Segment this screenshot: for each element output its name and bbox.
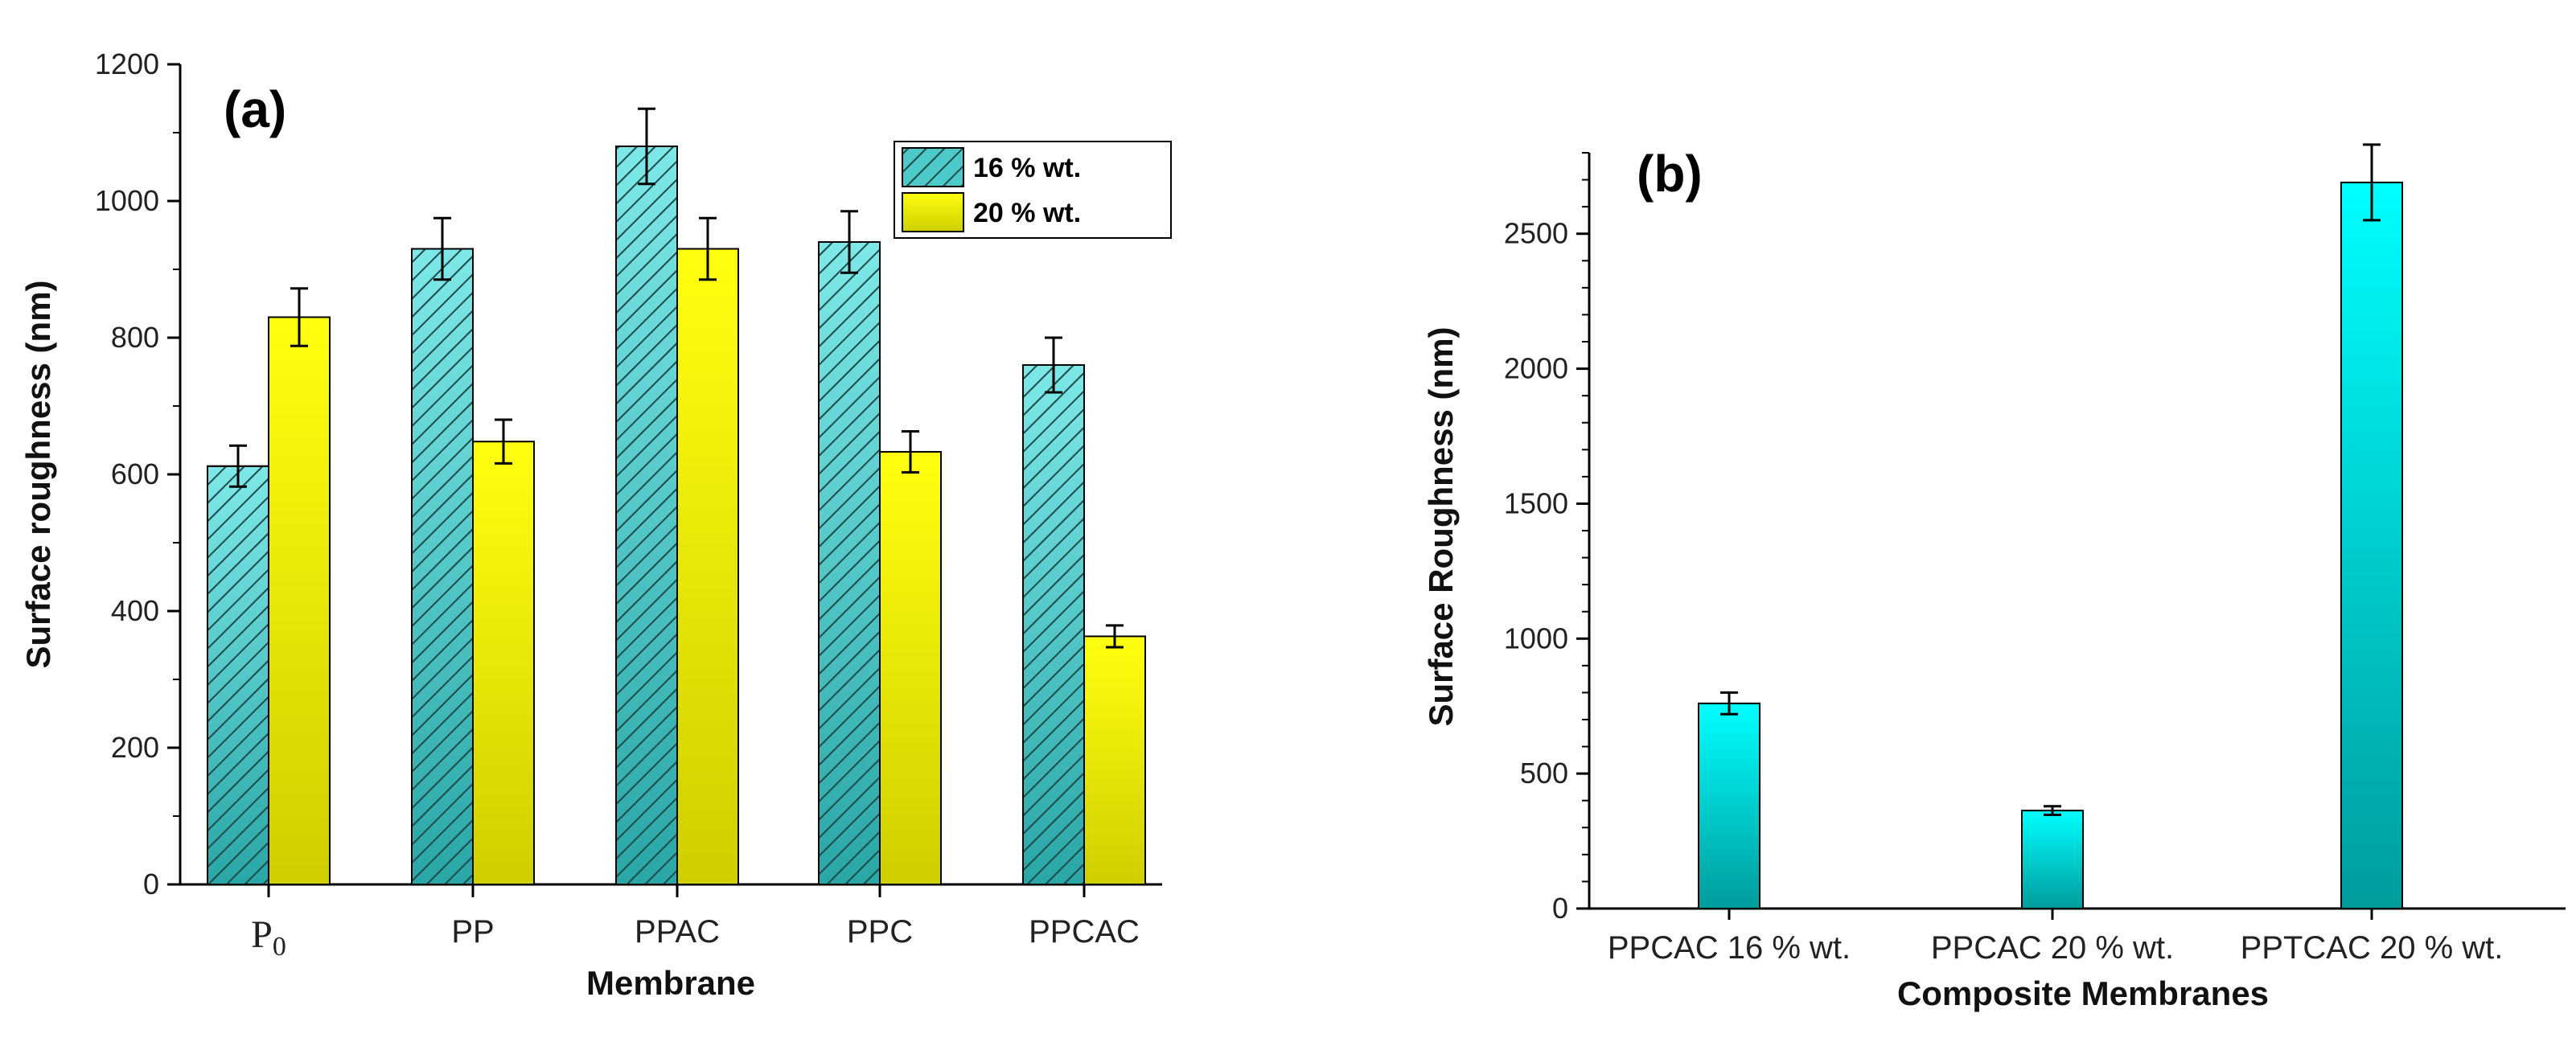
legend-label-20: 20 % wt. <box>973 198 1081 228</box>
bar-16-hatch-P0 <box>207 465 269 885</box>
bar-16-hatch-PPAC <box>615 146 678 885</box>
bar-20-PPCAC <box>1083 635 1146 885</box>
chart-a-x-tick-label: PP <box>451 914 494 950</box>
chart-a-x-tick-label: PPCAC <box>1029 914 1140 950</box>
legend-label-16: 16 % wt. <box>973 153 1081 183</box>
bar-1 <box>2021 810 2084 910</box>
legend-swatch-16-hatch <box>902 147 964 187</box>
chart-b-y-tick-label: 0 <box>1552 892 1568 925</box>
chart-b-x-tick-label: PPCAC 16 % wt. <box>1608 930 1851 966</box>
chart-b-y-tick-label: 1000 <box>1504 622 1568 654</box>
chart-a-x-title: Membrane <box>586 964 755 1002</box>
chart-a-x-tick-label: PPAC <box>635 914 720 950</box>
bar-16-hatch-PP <box>411 248 474 885</box>
bar-0 <box>1698 702 1760 909</box>
chart-a-y-tick-label: 1200 <box>95 47 159 80</box>
chart-a-x-tick-label: P0 <box>251 913 286 962</box>
chart-a-y-tick-label: 0 <box>143 868 159 900</box>
bar-20-PPAC <box>676 248 739 885</box>
chart-b-x-title: Composite Membranes <box>1897 974 2269 1012</box>
chart-a-y-title: Surface roughness (nm) <box>19 280 57 668</box>
bar-2 <box>2340 181 2403 909</box>
bar-20-P0 <box>268 316 331 885</box>
bar-20-PPC <box>879 450 942 885</box>
chart-a-y-tick-label: 400 <box>111 594 159 627</box>
chart-b-y-title: Surface Roughness (nm) <box>1422 326 1460 726</box>
chart-a: 0 200 400 600 800 1000 1200 P0 PP PPAC PPC PPCAC (… <box>19 47 1172 1002</box>
chart-b-y-tick-label: 2000 <box>1504 352 1568 385</box>
chart-b-y-tick-label: 2500 <box>1504 217 1568 250</box>
chart-a-y-tick-label: 800 <box>111 321 159 354</box>
bar-20-PP <box>472 441 535 885</box>
chart-a-legend: 16 % wt. 20 % wt. <box>894 141 1172 239</box>
chart-a-y-tick-label: 1000 <box>95 184 159 217</box>
chart-b-y-tick-label: 1500 <box>1504 486 1568 519</box>
chart-b-panel-label: (b) <box>1637 145 1703 203</box>
chart-b-x-tick-label: PPCAC 20 % wt. <box>1931 930 2174 966</box>
chart-a-y-tick-label: 200 <box>111 731 159 764</box>
chart-a-y-tick-label: 600 <box>111 457 159 490</box>
bar-16-hatch-PPC <box>818 241 881 885</box>
bar-16-hatch-PPCAC <box>1022 364 1085 885</box>
chart-b-y-tick-label: 500 <box>1520 757 1568 790</box>
chart-b-x-tick-label: PPTCAC 20 % wt. <box>2241 930 2504 966</box>
chart-a-x-tick-label: PPC <box>847 914 913 950</box>
legend-swatch-20 <box>902 192 964 232</box>
chart-a-panel-label: (a) <box>224 80 286 138</box>
chart-b: 0 500 1000 1500 2000 2500 PPCAC 16 % wt. PPCAC… <box>1422 143 2566 1012</box>
